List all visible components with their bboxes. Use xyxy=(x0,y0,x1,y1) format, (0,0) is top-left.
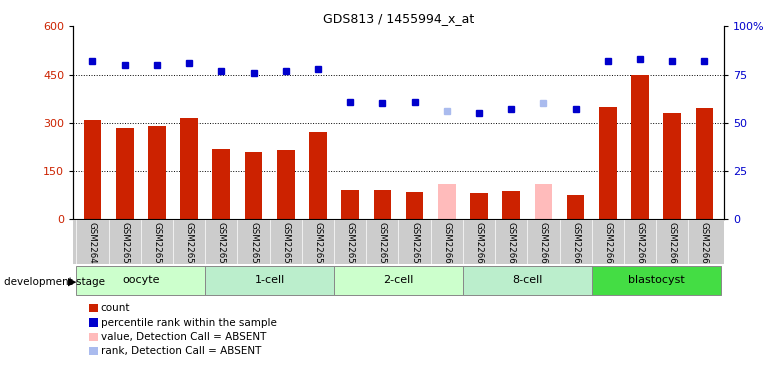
Bar xyxy=(277,150,295,219)
Bar xyxy=(84,120,102,219)
Text: GSM22658: GSM22658 xyxy=(378,222,387,270)
Text: GSM22667: GSM22667 xyxy=(668,222,677,270)
Bar xyxy=(534,184,552,219)
Bar xyxy=(470,193,488,219)
Text: GSM22656: GSM22656 xyxy=(313,222,323,270)
Text: GSM22664: GSM22664 xyxy=(571,222,580,270)
Bar xyxy=(664,113,681,219)
Bar xyxy=(334,266,463,295)
Text: value, Detection Call = ABSENT: value, Detection Call = ABSENT xyxy=(101,332,266,342)
Text: percentile rank within the sample: percentile rank within the sample xyxy=(101,318,276,327)
Text: GSM22653: GSM22653 xyxy=(217,222,226,270)
Bar xyxy=(148,126,166,219)
Text: GSM22652: GSM22652 xyxy=(185,222,193,270)
Text: ▶: ▶ xyxy=(68,277,76,287)
Bar xyxy=(502,191,520,219)
Text: blastocyst: blastocyst xyxy=(628,274,685,285)
Text: GSM22654: GSM22654 xyxy=(249,222,258,270)
Text: GSM22662: GSM22662 xyxy=(507,222,516,270)
Bar xyxy=(567,195,584,219)
Bar xyxy=(438,184,456,219)
Bar xyxy=(599,107,617,219)
Text: GSM22665: GSM22665 xyxy=(604,222,612,270)
Bar xyxy=(180,118,198,219)
Text: rank, Detection Call = ABSENT: rank, Detection Call = ABSENT xyxy=(101,346,261,356)
Text: oocyte: oocyte xyxy=(122,274,159,285)
Bar xyxy=(341,190,359,219)
Bar xyxy=(213,148,230,219)
Bar xyxy=(206,266,334,295)
Title: GDS813 / 1455994_x_at: GDS813 / 1455994_x_at xyxy=(323,12,474,25)
Text: development stage: development stage xyxy=(4,277,105,287)
Bar xyxy=(309,132,326,219)
Text: GSM22661: GSM22661 xyxy=(474,222,484,270)
Bar xyxy=(245,152,263,219)
Text: 8-cell: 8-cell xyxy=(512,274,543,285)
Text: GSM22657: GSM22657 xyxy=(346,222,355,270)
Bar xyxy=(76,266,206,295)
Bar xyxy=(116,128,133,219)
Bar xyxy=(373,190,391,219)
Text: GSM22650: GSM22650 xyxy=(120,222,129,270)
Bar xyxy=(463,266,591,295)
Text: GSM22660: GSM22660 xyxy=(442,222,451,270)
Text: GSM22651: GSM22651 xyxy=(152,222,162,270)
Bar xyxy=(695,108,713,219)
Bar xyxy=(406,192,424,219)
Text: 2-cell: 2-cell xyxy=(383,274,413,285)
Text: count: count xyxy=(101,303,130,313)
Bar xyxy=(591,266,721,295)
Text: GSM22666: GSM22666 xyxy=(635,222,644,270)
Text: GSM22649: GSM22649 xyxy=(88,222,97,270)
Bar xyxy=(631,75,649,219)
Text: GSM22659: GSM22659 xyxy=(410,222,419,270)
Text: GSM22655: GSM22655 xyxy=(281,222,290,270)
Text: 1-cell: 1-cell xyxy=(255,274,285,285)
Text: GSM22663: GSM22663 xyxy=(539,222,548,270)
Text: GSM22668: GSM22668 xyxy=(700,222,709,270)
